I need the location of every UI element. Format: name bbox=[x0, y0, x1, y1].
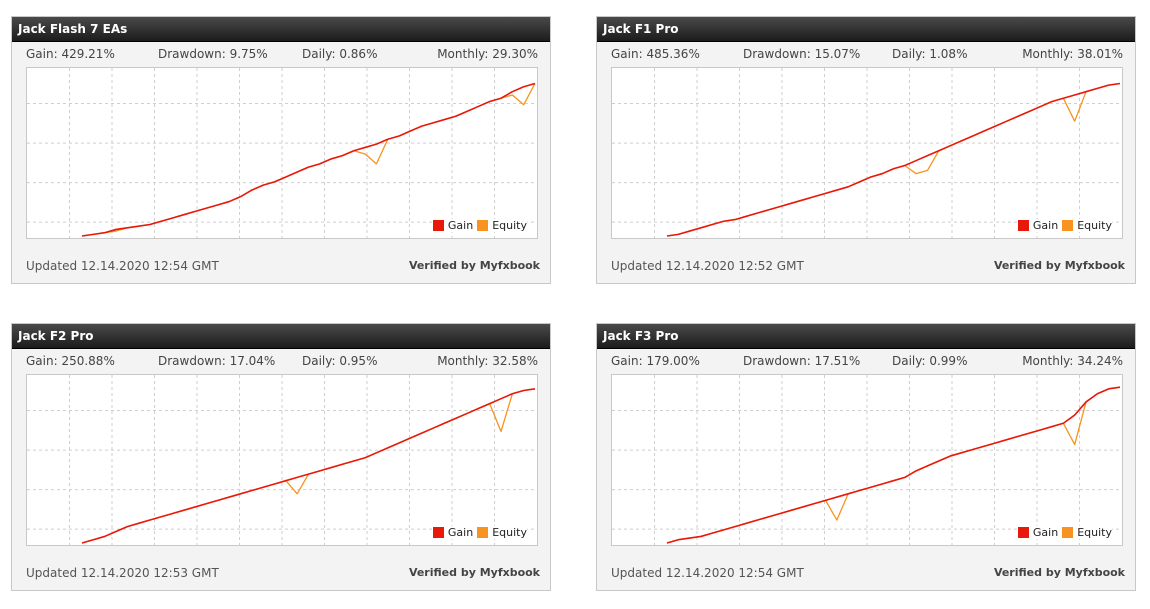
gain-stat: Gain: 250.88% bbox=[26, 354, 115, 368]
legend-equity-swatch bbox=[1062, 527, 1074, 538]
monthly-stat: Monthly: 38.01% bbox=[1022, 47, 1123, 61]
account-widget-jack-f3-pro: Jack F3 Pro Gain: 179.00% Drawdown: 17.5… bbox=[596, 323, 1136, 591]
widget-title: Jack F1 Pro bbox=[597, 17, 1135, 42]
account-widget-jack-flash-7-eas: Jack Flash 7 EAs Gain: 429.21% Drawdown:… bbox=[11, 16, 551, 284]
gain-stat: Gain: 485.36% bbox=[611, 47, 700, 61]
chart-svg bbox=[612, 68, 1122, 238]
updated-text: Updated 12.14.2020 12:54 GMT bbox=[611, 566, 804, 580]
monthly-stat: Monthly: 34.24% bbox=[1022, 354, 1123, 368]
gain-series-line bbox=[81, 388, 536, 544]
equity-series-line bbox=[666, 82, 1121, 237]
chart-svg bbox=[612, 375, 1122, 545]
verified-by-myfxbook-link[interactable]: Verified by Myfxbook bbox=[408, 259, 540, 272]
widget-footer: Updated 12.14.2020 12:54 GMT Verified by… bbox=[611, 566, 1125, 580]
legend-equity-swatch bbox=[477, 527, 489, 538]
legend-gain-label: Gain bbox=[447, 219, 474, 232]
verified-by-myfxbook-link[interactable]: Verified by Myfxbook bbox=[408, 566, 540, 579]
equity-chart: Gain Equity bbox=[611, 67, 1123, 239]
legend-equity-swatch bbox=[1062, 220, 1074, 231]
legend-gain-swatch bbox=[1017, 220, 1029, 231]
equity-chart: Gain Equity bbox=[26, 67, 538, 239]
updated-text: Updated 12.14.2020 12:53 GMT bbox=[26, 566, 219, 580]
widget-title: Jack F3 Pro bbox=[597, 324, 1135, 349]
monthly-stat: Monthly: 32.58% bbox=[437, 354, 538, 368]
updated-text: Updated 12.14.2020 12:54 GMT bbox=[26, 259, 219, 273]
stats-row: Gain: 179.00% Drawdown: 17.51% Daily: 0.… bbox=[597, 348, 1135, 374]
verified-by-myfxbook-link[interactable]: Verified by Myfxbook bbox=[993, 259, 1125, 272]
widget-title: Jack F2 Pro bbox=[12, 324, 550, 349]
legend-equity-swatch bbox=[477, 220, 489, 231]
stats-row: Gain: 250.88% Drawdown: 17.04% Daily: 0.… bbox=[12, 348, 550, 374]
widget-footer: Updated 12.14.2020 12:52 GMT Verified by… bbox=[611, 259, 1125, 273]
account-widget-jack-f1-pro: Jack F1 Pro Gain: 485.36% Drawdown: 15.0… bbox=[596, 16, 1136, 284]
drawdown-stat: Drawdown: 15.07% bbox=[743, 47, 861, 61]
chart-legend: Gain Equity bbox=[432, 219, 527, 232]
chart-legend: Gain Equity bbox=[1017, 219, 1112, 232]
daily-stat: Daily: 0.99% bbox=[892, 354, 968, 368]
daily-stat: Daily: 0.95% bbox=[302, 354, 378, 368]
gain-series-line bbox=[666, 82, 1121, 237]
widget-footer: Updated 12.14.2020 12:54 GMT Verified by… bbox=[26, 259, 540, 273]
legend-equity-label: Equity bbox=[1077, 219, 1112, 232]
equity-chart: Gain Equity bbox=[26, 374, 538, 546]
chart-legend: Gain Equity bbox=[1017, 526, 1112, 539]
legend-equity-label: Equity bbox=[1077, 526, 1112, 539]
daily-stat: Daily: 1.08% bbox=[892, 47, 968, 61]
legend-gain-label: Gain bbox=[1032, 219, 1059, 232]
legend-equity-label: Equity bbox=[492, 526, 527, 539]
monthly-stat: Monthly: 29.30% bbox=[437, 47, 538, 61]
drawdown-stat: Drawdown: 17.04% bbox=[158, 354, 276, 368]
updated-text: Updated 12.14.2020 12:52 GMT bbox=[611, 259, 804, 273]
drawdown-stat: Drawdown: 17.51% bbox=[743, 354, 861, 368]
legend-gain-label: Gain bbox=[1032, 526, 1059, 539]
gain-series-line bbox=[666, 386, 1121, 544]
gain-stat: Gain: 179.00% bbox=[611, 354, 700, 368]
gain-stat: Gain: 429.21% bbox=[26, 47, 115, 61]
chart-svg bbox=[27, 375, 537, 545]
drawdown-stat: Drawdown: 9.75% bbox=[158, 47, 268, 61]
chart-legend: Gain Equity bbox=[432, 526, 527, 539]
legend-gain-label: Gain bbox=[447, 526, 474, 539]
verified-by-myfxbook-link[interactable]: Verified by Myfxbook bbox=[993, 566, 1125, 579]
widget-title: Jack Flash 7 EAs bbox=[12, 17, 550, 42]
legend-gain-swatch bbox=[432, 220, 444, 231]
account-widget-jack-f2-pro: Jack F2 Pro Gain: 250.88% Drawdown: 17.0… bbox=[11, 323, 551, 591]
stats-row: Gain: 429.21% Drawdown: 9.75% Daily: 0.8… bbox=[12, 41, 550, 67]
widget-footer: Updated 12.14.2020 12:53 GMT Verified by… bbox=[26, 566, 540, 580]
gain-series-line bbox=[81, 82, 536, 237]
chart-svg bbox=[27, 68, 537, 238]
equity-chart: Gain Equity bbox=[611, 374, 1123, 546]
legend-equity-label: Equity bbox=[492, 219, 527, 232]
equity-series-line bbox=[81, 83, 536, 237]
daily-stat: Daily: 0.86% bbox=[302, 47, 378, 61]
stats-row: Gain: 485.36% Drawdown: 15.07% Daily: 1.… bbox=[597, 41, 1135, 67]
legend-gain-swatch bbox=[432, 527, 444, 538]
legend-gain-swatch bbox=[1017, 527, 1029, 538]
